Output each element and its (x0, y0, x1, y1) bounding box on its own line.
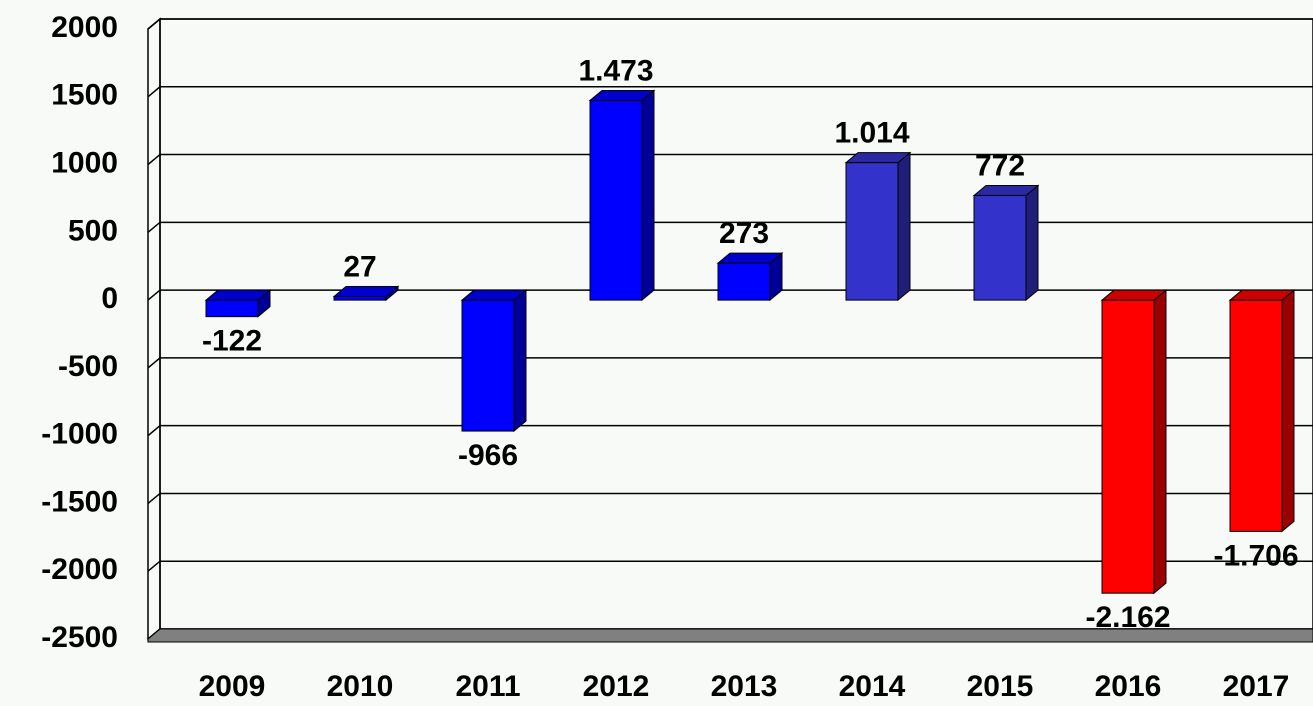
bar-front (589, 99, 643, 301)
bar-front (973, 194, 1027, 301)
y-tick-label: -1000 (41, 418, 118, 451)
floor (147, 628, 1313, 643)
value-label: -122 (202, 325, 262, 358)
bar-front (1229, 299, 1283, 532)
y-tick-label: 2000 (51, 11, 118, 44)
bar-side (641, 89, 655, 302)
x-tick-label: 2010 (327, 670, 394, 703)
bar (204, 289, 272, 318)
bar-top (588, 89, 656, 101)
value-label: 1.014 (834, 117, 909, 150)
x-tick-label: 2016 (1095, 670, 1162, 703)
bar-top (1100, 289, 1168, 301)
x-tick-label: 2009 (199, 670, 266, 703)
bar-front (461, 299, 515, 432)
bar-top (972, 184, 1040, 196)
bar-top (844, 152, 912, 164)
x-tick-label: 2017 (1223, 670, 1290, 703)
bar-top (1228, 289, 1296, 301)
bar-front (1101, 299, 1155, 594)
grid-line (147, 18, 1313, 30)
grid-line (147, 357, 1313, 369)
bar-front (333, 295, 387, 301)
grid-line (147, 221, 1313, 233)
bar (1100, 289, 1168, 595)
value-label: -966 (458, 439, 518, 472)
bar-side (897, 151, 911, 302)
bar-side (1025, 184, 1039, 302)
y-tick-label: 0 (101, 282, 118, 315)
value-label: 27 (343, 250, 376, 283)
y-tick-label: -500 (58, 350, 118, 383)
grid-line (147, 560, 1313, 572)
x-tick-label: 2013 (711, 670, 778, 703)
grid-line (147, 424, 1313, 437)
grid-line (147, 492, 1313, 505)
value-label: 772 (975, 149, 1025, 182)
bar-front (205, 299, 259, 318)
value-label: -2.162 (1085, 601, 1170, 634)
x-tick-label: 2014 (839, 670, 906, 703)
bar (972, 184, 1040, 302)
y-tick-label: -2000 (41, 553, 118, 586)
y-tick-label: 1000 (51, 146, 118, 179)
value-label: -1.706 (1213, 539, 1298, 572)
bar-top (460, 289, 528, 301)
bar-top (204, 289, 272, 301)
grid-line (147, 153, 1313, 166)
bar-side (1153, 289, 1167, 595)
bar (844, 151, 912, 302)
grid-line (147, 289, 1313, 301)
value-label: 1.473 (578, 54, 653, 87)
y-tick-label: 1500 (51, 79, 118, 112)
bar (1228, 289, 1296, 533)
x-tick-label: 2015 (967, 670, 1034, 703)
bar-side (1281, 289, 1295, 533)
y-tick-label: 500 (68, 214, 118, 247)
grid-line (147, 86, 1313, 98)
bar (332, 285, 400, 302)
bar-front (845, 162, 899, 301)
bar-side (513, 289, 527, 433)
y-tick-label: -1500 (41, 485, 118, 518)
bar-top (332, 285, 400, 297)
bar (460, 289, 528, 433)
x-tick-label: 2011 (455, 670, 520, 703)
y-tick-label: -2500 (41, 621, 118, 654)
bar (588, 89, 656, 302)
x-tick-label: 2012 (583, 670, 650, 703)
bar-front (717, 262, 771, 301)
value-label: 273 (719, 217, 769, 250)
bar (716, 252, 784, 302)
bar-top (716, 252, 784, 264)
